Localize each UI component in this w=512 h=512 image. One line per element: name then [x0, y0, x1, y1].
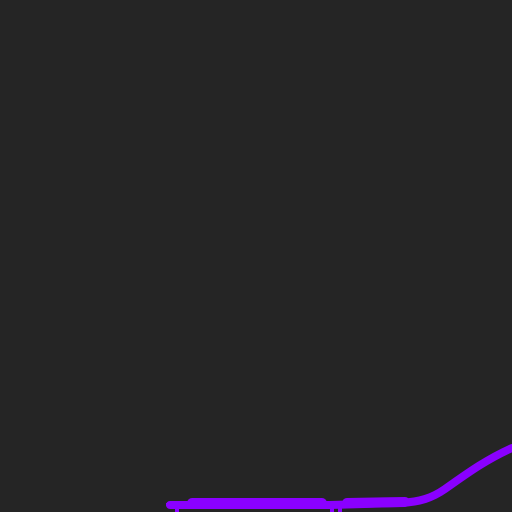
handle-tick-left-a [175, 505, 179, 512]
node-handle-right[interactable] [330, 505, 342, 512]
node-handle-left[interactable] [166, 503, 179, 512]
handle-tick-right-b [338, 505, 342, 512]
connector-segment-mid[interactable] [342, 497, 410, 508]
handle-tick-right-a [330, 505, 334, 512]
handle-tick-left-b [166, 503, 176, 506]
